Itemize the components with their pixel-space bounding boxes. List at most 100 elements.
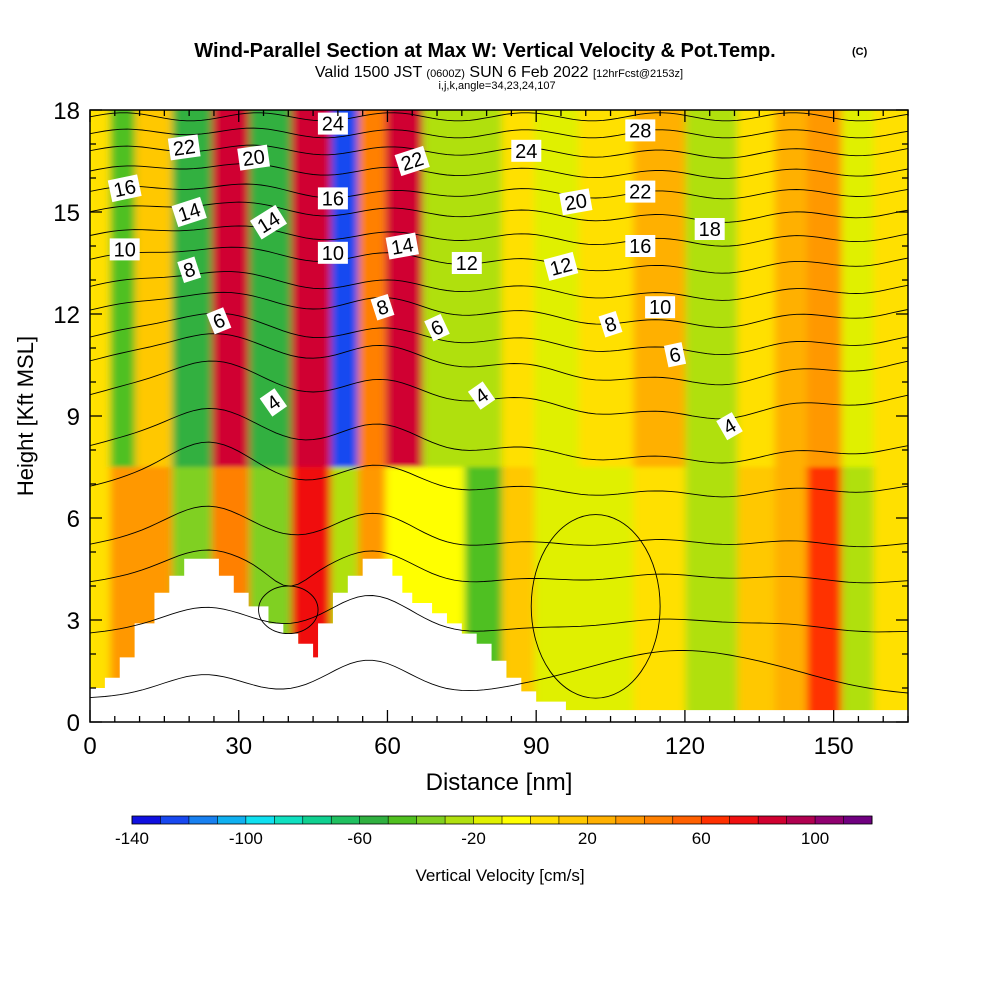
x-tick-label: 150	[814, 733, 854, 760]
velocity-column-upper	[534, 110, 583, 467]
theta-contour-closed	[258, 585, 319, 635]
velocity-column-upper	[110, 110, 140, 467]
contour-label-text: 20	[563, 190, 589, 216]
contour-label: 28	[625, 119, 656, 142]
theta-contour-line	[90, 549, 908, 587]
colorbar-swatch	[245, 816, 275, 824]
velocity-column-upper	[330, 110, 363, 467]
contour-label: 4	[259, 388, 288, 417]
velocity-column-upper	[358, 110, 390, 467]
contour-label: 10	[317, 241, 348, 265]
contour-label-text: 24	[322, 114, 344, 136]
contour-label: 10	[109, 238, 140, 261]
colorbar-swatch	[217, 816, 247, 824]
x-tick-label: 90	[523, 733, 550, 760]
velocity-column-lower	[685, 467, 742, 722]
colorbar-tick-label: 60	[692, 829, 711, 848]
contour-label-text: 10	[322, 243, 344, 265]
contour-label: 24	[317, 112, 348, 136]
contour-label-text: 12	[456, 253, 478, 275]
contour-label: 6	[663, 342, 687, 368]
theta-contour-line	[90, 183, 908, 200]
colorbar-tick-label: 100	[801, 829, 829, 848]
terrain-mask	[90, 558, 908, 722]
colorbar-swatch	[302, 816, 332, 824]
colorbar-swatch	[359, 816, 389, 824]
y-tick-label: 6	[67, 506, 80, 533]
velocity-column-upper	[841, 110, 878, 467]
contour-label: 16	[107, 174, 142, 202]
velocity-column-lower	[737, 467, 779, 722]
velocity-column-lower	[633, 467, 690, 722]
contour-label: 10	[645, 296, 676, 319]
colorbar-swatch	[587, 816, 617, 824]
colorbar-swatch	[274, 816, 304, 824]
contour-label: 12	[451, 252, 482, 275]
contour-label: 4	[716, 412, 743, 441]
colorbar-tick-label: -140	[115, 829, 149, 848]
contour-label: 14	[385, 232, 419, 260]
colorbar-swatch	[188, 816, 218, 824]
theta-contour-line	[90, 246, 908, 274]
subtitle-forecast: [12hrFcst@2153z]	[593, 68, 683, 80]
copyright-mark: (C)	[852, 46, 868, 58]
y-axis: 0 3 6 9 12 15 18	[53, 98, 908, 737]
x-tick-label: 0	[83, 733, 96, 760]
contour-label-text: 22	[629, 182, 651, 204]
contour-label-text: 22	[172, 136, 197, 161]
contour-label-text: 10	[114, 239, 136, 261]
chart-subtitle-indices: i,j,k,angle=34,23,24,107	[438, 80, 555, 92]
theta-contour-line	[90, 441, 908, 498]
subtitle-utc: (0600Z)	[426, 68, 465, 80]
contour-label: 24	[511, 139, 542, 163]
y-tick-label: 18	[53, 98, 80, 125]
colorbar-swatch	[132, 816, 161, 824]
colorbar-swatch	[331, 816, 361, 824]
contour-label-text: 10	[649, 297, 671, 319]
colorbar-tick-label: -60	[347, 829, 372, 848]
colorbar: -140 -100 -60 -20 20 60 100	[115, 815, 873, 848]
contour-label: 18	[694, 218, 725, 241]
contour-label: 6	[206, 307, 232, 335]
contour-label-text: 18	[699, 219, 721, 241]
contour-label-text: 28	[629, 120, 651, 142]
velocity-column-lower	[534, 467, 583, 722]
theta-contour-line	[90, 127, 908, 139]
contour-label-text: 24	[515, 141, 537, 163]
y-tick-label: 15	[53, 200, 80, 227]
contour-label-text: 6	[667, 344, 682, 368]
colorbar-swatch	[758, 816, 788, 824]
colorbar-swatch	[729, 816, 759, 824]
y-tick-label: 12	[53, 302, 80, 329]
contour-label-text: 16	[322, 188, 344, 210]
y-axis-label: Height [Kft MSL]	[13, 336, 38, 496]
velocity-column-upper	[685, 110, 742, 467]
x-tick-label: 60	[374, 733, 401, 760]
velocity-column-upper	[464, 110, 506, 467]
theta-contour-closed	[530, 514, 661, 699]
contour-label: 8	[598, 310, 623, 338]
velocity-column-upper	[90, 110, 115, 467]
theta-contour-line	[90, 505, 908, 548]
y-tick-label: 3	[67, 608, 80, 635]
velocity-column-upper	[578, 110, 638, 467]
velocity-column-upper	[422, 110, 469, 467]
theta-contour-line	[90, 163, 908, 179]
colorbar-swatch	[843, 816, 873, 824]
velocity-column-upper	[737, 110, 779, 467]
x-axis: 0 30 60 90 120 150	[83, 110, 909, 760]
colorbar-swatch	[615, 816, 645, 824]
y-tick-label: 0	[67, 710, 80, 737]
contour-label-text: 16	[112, 176, 138, 202]
contour-label-text: 14	[390, 234, 416, 260]
subtitle-valid: Valid 1500 JST	[315, 64, 423, 81]
colorbar-swatch	[644, 816, 674, 824]
velocity-column-lower	[806, 467, 846, 722]
contour-label: 20	[237, 144, 270, 171]
x-tick-label: 120	[665, 733, 705, 760]
contour-label: 4	[467, 381, 496, 410]
theta-contour-line	[90, 650, 908, 699]
contour-label-text: 20	[241, 146, 266, 171]
theta-contour-line	[90, 360, 908, 420]
